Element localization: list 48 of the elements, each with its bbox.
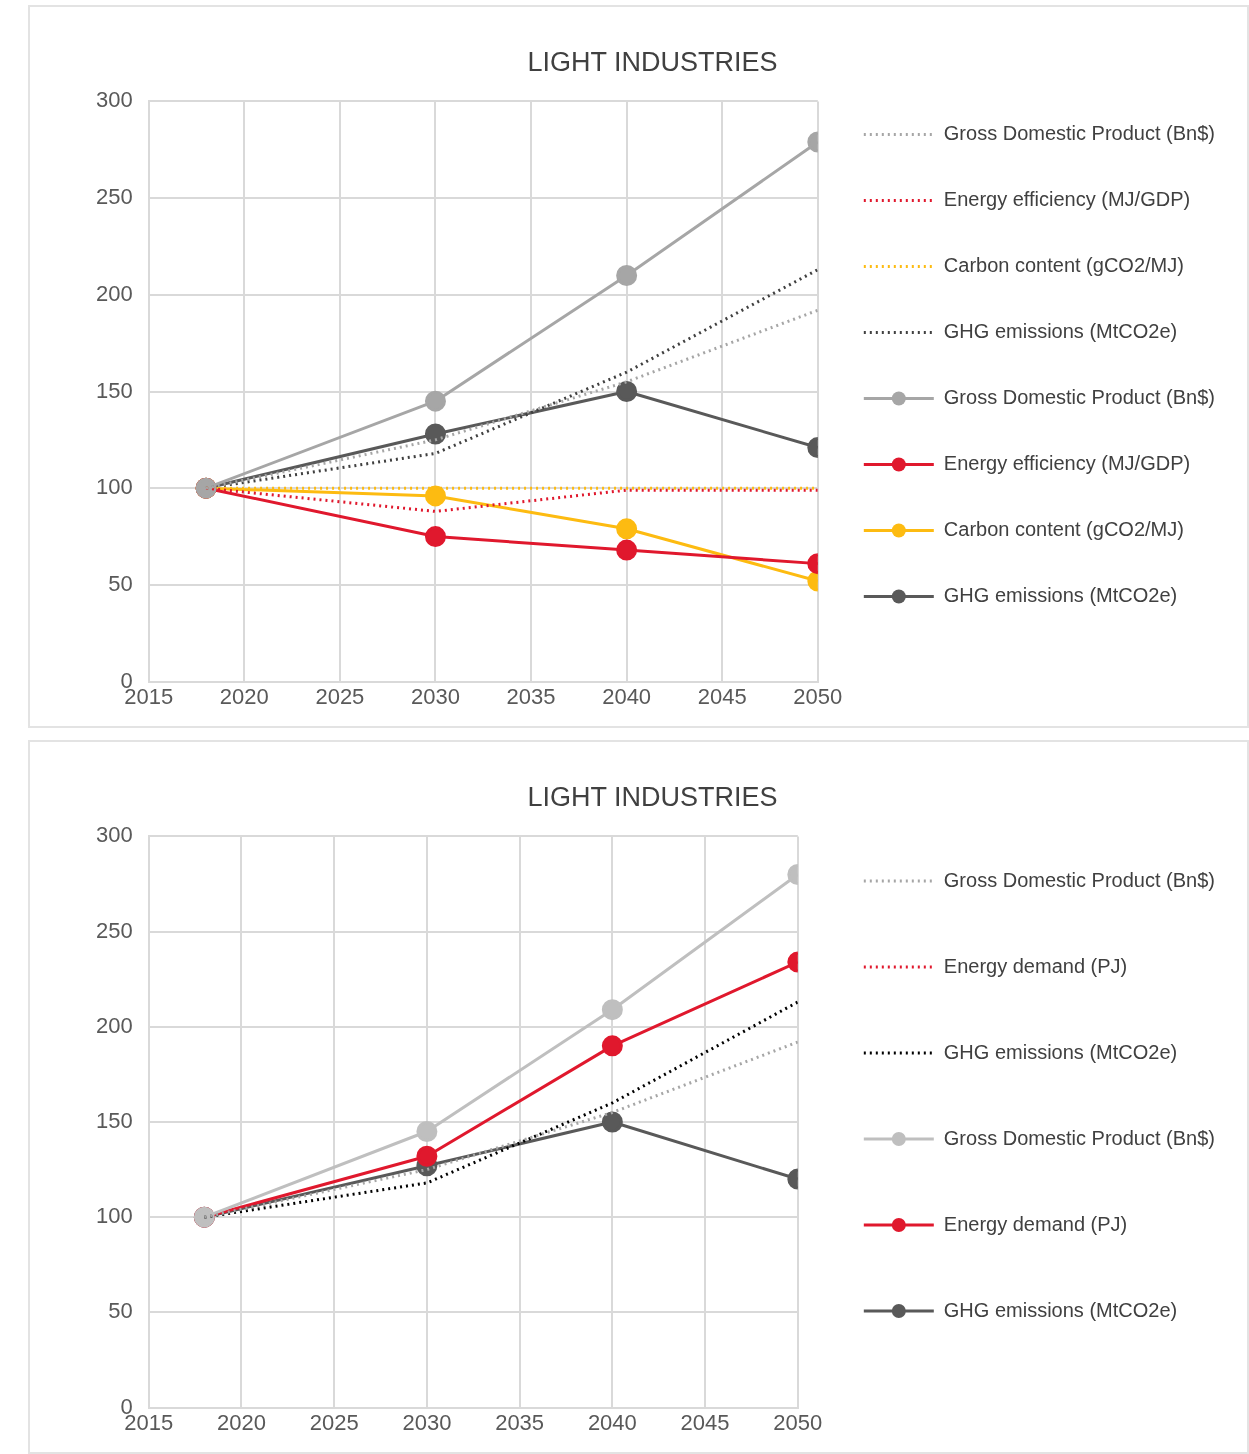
x-tick-label: 2030 — [410, 683, 460, 709]
x-tick-label: 2035 — [495, 1409, 545, 1435]
point — [424, 485, 446, 507]
x-tick-label: 2020 — [216, 1409, 266, 1435]
point — [424, 526, 446, 548]
x-tick-label: 2040 — [587, 1409, 637, 1435]
legend-label: GHG emissions (MtCO2e) — [943, 584, 1178, 607]
chart-title: LIGHT INDUSTRIES — [527, 46, 778, 77]
y-tick-label: 200 — [95, 1012, 133, 1038]
y-tick-label: 50 — [108, 1298, 133, 1324]
y-tick-label: 150 — [95, 1108, 133, 1134]
point — [416, 1145, 438, 1167]
legend-label: Energy demand (PJ) — [943, 1212, 1128, 1235]
x-tick-label: 2045 — [680, 1409, 730, 1435]
y-tick-label: 200 — [95, 280, 133, 306]
y-tick-label: 150 — [95, 377, 133, 403]
x-tick-label: 2050 — [773, 1409, 823, 1435]
legend-label: Gross Domestic Product (Bn$) — [943, 386, 1216, 409]
point — [424, 423, 446, 445]
legend-label: Energy efficiency (MJ/GDP) — [943, 188, 1191, 211]
legend-label: Energy demand (PJ) — [943, 954, 1128, 977]
legend-label: GHG emissions (MtCO2e) — [943, 320, 1178, 343]
legend-label: Gross Domestic Product (Bn$) — [943, 122, 1216, 145]
legend-label: GHG emissions (MtCO2e) — [943, 1040, 1178, 1063]
x-tick-label: 2040 — [602, 683, 652, 709]
legend-label: Energy efficiency (MJ/GDP) — [943, 452, 1191, 475]
x-tick-label: 2025 — [309, 1409, 359, 1435]
legend-label: GHG emissions (MtCO2e) — [943, 1298, 1178, 1321]
legend-label: Gross Domestic Product (Bn$) — [943, 1126, 1216, 1149]
point — [424, 390, 446, 412]
legend-label: Carbon content (gCO2/MJ) — [943, 254, 1184, 277]
y-tick-label: 100 — [95, 1203, 133, 1229]
x-tick-label: 2020 — [219, 683, 269, 709]
x-tick-label: 2035 — [506, 683, 556, 709]
legend-label: Gross Domestic Product (Bn$) — [943, 868, 1216, 891]
chart-title: LIGHT INDUSTRIES — [527, 781, 778, 812]
x-tick-label: 2030 — [402, 1409, 452, 1435]
y-tick-label: 100 — [95, 474, 133, 500]
x-tick-label: 2025 — [315, 683, 365, 709]
legend-label: Carbon content (gCO2/MJ) — [943, 518, 1184, 541]
y-tick-label: 50 — [108, 570, 133, 596]
y-tick-label: 300 — [95, 822, 133, 848]
x-tick-label: 2050 — [793, 683, 843, 709]
y-tick-label: 250 — [95, 917, 133, 943]
point — [416, 1121, 438, 1143]
x-tick-label: 2045 — [697, 683, 747, 709]
y-tick-label: 250 — [95, 184, 133, 210]
y-tick-label: 300 — [95, 87, 133, 113]
